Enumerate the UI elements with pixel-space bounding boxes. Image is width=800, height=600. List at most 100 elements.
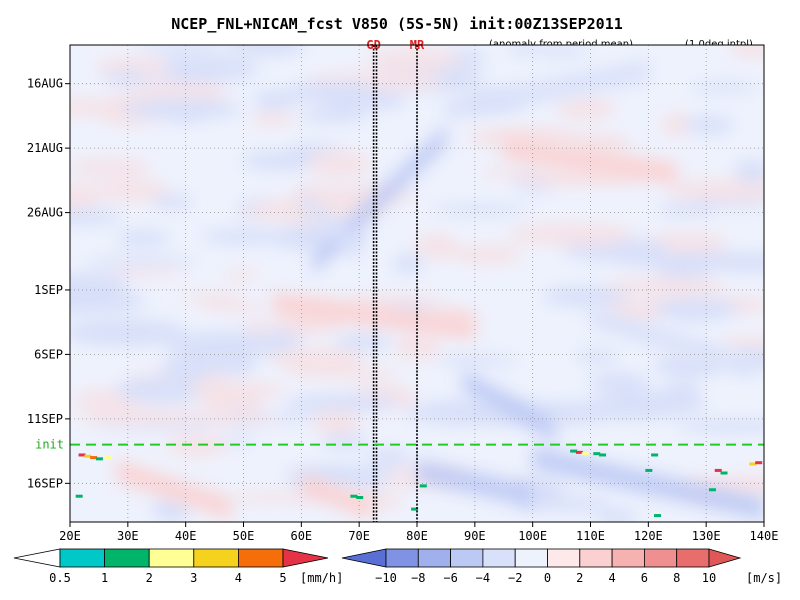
anomaly-streak xyxy=(198,300,265,312)
v850-colorbar-cell xyxy=(514,548,548,568)
x-tick-label: 100E xyxy=(518,529,547,543)
anomaly-streak xyxy=(683,115,735,135)
anomaly-streak xyxy=(507,222,634,246)
anomaly-feature xyxy=(116,459,232,521)
x-tick-label: 80E xyxy=(406,529,428,543)
y-axis: 16AUG 21AUG 26AUG 1SEP 6SEP 11SEP 16SEP xyxy=(27,77,70,490)
precip-point xyxy=(749,462,757,466)
anomaly-streak xyxy=(249,112,296,127)
anomaly-streak xyxy=(266,328,304,349)
anomaly-features xyxy=(116,59,764,521)
anomaly-streak xyxy=(313,89,408,111)
v850-colorbar-label: −2 xyxy=(508,571,522,585)
precip-colorbar-high-end xyxy=(282,548,329,568)
anomaly-streak xyxy=(508,45,541,55)
v850-colorbar-label: 10 xyxy=(702,571,716,585)
precip-point xyxy=(651,453,659,457)
anomaly-streak xyxy=(70,158,152,177)
anomaly-streak xyxy=(649,251,764,269)
x-tick-label: 50E xyxy=(233,529,255,543)
precip-point xyxy=(411,507,419,511)
v850-colorbar-label: 4 xyxy=(608,571,615,585)
precip-colorbar-label: 2 xyxy=(146,571,153,585)
y-tick-label: 26AUG xyxy=(27,206,63,220)
precip-point xyxy=(570,449,578,453)
precip-point xyxy=(90,456,98,460)
anomaly-streak xyxy=(85,256,199,266)
anomaly-streak xyxy=(311,410,361,435)
anomaly-streak xyxy=(729,45,764,58)
anomaly-feature xyxy=(590,304,753,379)
anomaly-streak xyxy=(394,333,441,360)
anomaly-streak xyxy=(333,333,392,351)
anomaly-streak xyxy=(555,96,616,120)
anomaly-feature xyxy=(301,472,371,521)
precip-point xyxy=(350,494,358,498)
precip-colorbar-label: 5 xyxy=(279,571,286,585)
anomaly-streak xyxy=(595,509,638,522)
anomaly-streak xyxy=(166,434,229,457)
precip-point xyxy=(419,484,427,488)
anomaly-streak xyxy=(134,45,234,51)
precip-colorbar-label: 4 xyxy=(235,571,242,585)
anomaly-streak xyxy=(70,183,104,208)
precip-point xyxy=(593,452,601,456)
x-tick-label: 140E xyxy=(750,529,779,543)
anomaly-streak xyxy=(72,408,205,425)
anomaly-streak xyxy=(160,354,224,379)
v850-colorbar-cell xyxy=(644,548,678,568)
x-tick-label: 40E xyxy=(175,529,197,543)
precip-colorbar-cell xyxy=(237,548,284,568)
precip-layer xyxy=(75,449,763,518)
v850-colorbar-label: −6 xyxy=(443,571,457,585)
anomaly-streak xyxy=(121,98,242,120)
anomaly-streak xyxy=(189,333,233,348)
anomaly-streak xyxy=(70,272,130,292)
anomaly-streak xyxy=(344,295,450,306)
precip-point xyxy=(104,456,112,460)
anomaly-streak xyxy=(229,492,326,504)
x-tick-label: 110E xyxy=(576,529,605,543)
anomaly-streak xyxy=(115,230,171,247)
anomaly-streak xyxy=(227,45,307,57)
v850-colorbar-label: 6 xyxy=(641,571,648,585)
v850-colorbar-cell xyxy=(547,548,581,568)
anomaly-streak xyxy=(70,208,123,226)
v850-colorbar: −10 −8 −6 −4 −2 0 2 4 6 8 10 [m/s] xyxy=(341,548,782,585)
precip-point xyxy=(575,450,583,454)
x-tick-label: 120E xyxy=(634,529,663,543)
anomaly-streak xyxy=(392,253,424,274)
y-tick-label: 11SEP xyxy=(27,412,63,426)
v850-colorbar-cell xyxy=(611,548,645,568)
precip-point xyxy=(755,461,763,465)
anomaly-streak xyxy=(429,204,530,215)
anomaly-streak xyxy=(251,98,295,110)
v850-colorbar-label: −10 xyxy=(375,571,397,585)
anomaly-streak xyxy=(450,245,523,265)
anomaly-streak xyxy=(242,320,274,334)
anomaly-streak xyxy=(532,46,590,57)
precip-point xyxy=(581,452,589,456)
anomaly-layer xyxy=(70,45,764,522)
init-line-group: init xyxy=(35,438,764,452)
precip-colorbar-unit: [mm/h] xyxy=(300,571,343,585)
x-tick-label: 130E xyxy=(692,529,721,543)
anomaly-streak xyxy=(605,277,724,295)
precip-colorbar: 0.5 1 2 3 4 5 [mm/h] xyxy=(13,548,343,585)
anomaly-streak xyxy=(674,419,764,433)
anomaly-streak xyxy=(466,126,583,149)
v850-colorbar-label: 8 xyxy=(673,571,680,585)
y-tick-label: 16AUG xyxy=(27,77,63,91)
precip-colorbar-cell xyxy=(104,548,150,568)
v850-colorbar-label: 2 xyxy=(576,571,583,585)
v850-colorbar-cell xyxy=(482,548,516,568)
anomaly-streak xyxy=(513,496,611,512)
precip-point xyxy=(95,457,103,461)
anomaly-streak xyxy=(223,270,261,281)
anomaly-streak xyxy=(107,268,184,278)
precip-colorbar-low-end xyxy=(13,548,61,568)
anomaly-streak xyxy=(150,194,194,210)
anomaly-streak xyxy=(70,319,186,347)
anomaly-streak xyxy=(307,150,372,178)
v850-colorbar-cell xyxy=(676,548,710,568)
